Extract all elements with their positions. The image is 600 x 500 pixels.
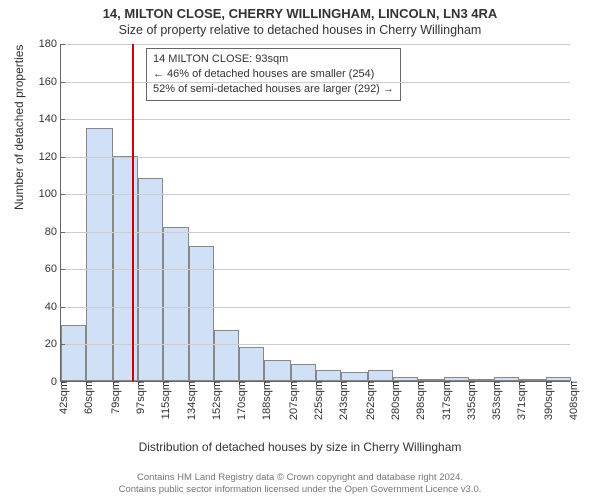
y-tick-label: 60 <box>45 263 61 275</box>
y-tick-label: 140 <box>39 113 61 125</box>
x-tick-label: 225sqm <box>307 381 325 420</box>
x-tick-label: 390sqm <box>537 381 555 420</box>
x-tick-label: 317sqm <box>435 381 453 420</box>
y-tick-label: 20 <box>45 338 61 350</box>
x-tick-label: 280sqm <box>384 381 402 420</box>
plot-area: 14 MILTON CLOSE: 93sqm ← 46% of detached… <box>60 44 570 382</box>
x-tick-label: 371sqm <box>510 381 528 420</box>
x-tick-label: 115sqm <box>154 381 172 419</box>
grid-line <box>61 157 570 158</box>
x-tick-label: 408sqm <box>562 381 580 420</box>
annotation-line1: 14 MILTON CLOSE: 93sqm <box>153 52 394 67</box>
y-tick-label: 180 <box>39 38 61 50</box>
footer-line2: Contains public sector information licen… <box>0 484 600 496</box>
y-tick-label: 40 <box>45 301 61 313</box>
y-axis-label: Number of detached properties <box>12 45 26 210</box>
y-tick-label: 80 <box>45 226 61 238</box>
x-tick-label: 298sqm <box>409 381 427 420</box>
x-tick-label: 262sqm <box>359 381 377 420</box>
grid-line <box>61 194 570 195</box>
y-tick-label: 120 <box>39 151 61 163</box>
x-tick-label: 335sqm <box>460 381 478 420</box>
chart-title-sub: Size of property relative to detached ho… <box>0 21 600 37</box>
x-tick-label: 60sqm <box>77 381 95 414</box>
histogram-bar <box>291 364 316 381</box>
histogram-bar <box>138 178 163 381</box>
chart-title-main: 14, MILTON CLOSE, CHERRY WILLINGHAM, LIN… <box>0 0 600 21</box>
property-marker-line <box>132 44 134 381</box>
histogram-bar <box>189 246 214 381</box>
histogram-bar <box>61 325 86 381</box>
x-tick-label: 353sqm <box>485 381 503 420</box>
histogram-bar <box>163 227 189 381</box>
chart-container: 14, MILTON CLOSE, CHERRY WILLINGHAM, LIN… <box>0 0 600 500</box>
marker-annotation: 14 MILTON CLOSE: 93sqm ← 46% of detached… <box>146 48 401 101</box>
histogram-bar <box>86 128 112 382</box>
annotation-line3: 52% of semi-detached houses are larger (… <box>153 82 394 97</box>
x-tick-label: 97sqm <box>129 381 147 414</box>
histogram-bar <box>316 370 341 381</box>
chart-footer: Contains HM Land Registry data © Crown c… <box>0 472 600 496</box>
histogram-bar <box>239 347 264 381</box>
histogram-bar <box>214 330 239 381</box>
annotation-line2: ← 46% of detached houses are smaller (25… <box>153 67 394 82</box>
grid-line <box>61 344 570 345</box>
x-tick-label: 42sqm <box>52 381 70 414</box>
y-tick-label: 160 <box>39 76 61 88</box>
x-tick-label: 188sqm <box>255 381 273 420</box>
y-tick-label: 100 <box>39 188 61 200</box>
x-tick-label: 134sqm <box>180 381 198 420</box>
grid-line <box>61 44 570 45</box>
x-tick-label: 170sqm <box>230 381 248 420</box>
grid-line <box>61 307 570 308</box>
grid-line <box>61 269 570 270</box>
histogram-bar <box>341 372 367 381</box>
x-axis-label: Distribution of detached houses by size … <box>0 440 600 454</box>
x-tick-label: 207sqm <box>282 381 300 420</box>
grid-line <box>61 119 570 120</box>
histogram-bar <box>264 360 290 381</box>
grid-line <box>61 232 570 233</box>
x-tick-label: 243sqm <box>332 381 350 420</box>
histogram-bar <box>368 370 393 381</box>
footer-line1: Contains HM Land Registry data © Crown c… <box>0 472 600 484</box>
grid-line <box>61 82 570 83</box>
x-tick-label: 79sqm <box>104 381 122 414</box>
x-tick-label: 152sqm <box>205 381 223 420</box>
